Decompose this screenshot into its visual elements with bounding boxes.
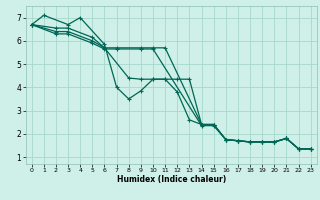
X-axis label: Humidex (Indice chaleur): Humidex (Indice chaleur): [116, 175, 226, 184]
